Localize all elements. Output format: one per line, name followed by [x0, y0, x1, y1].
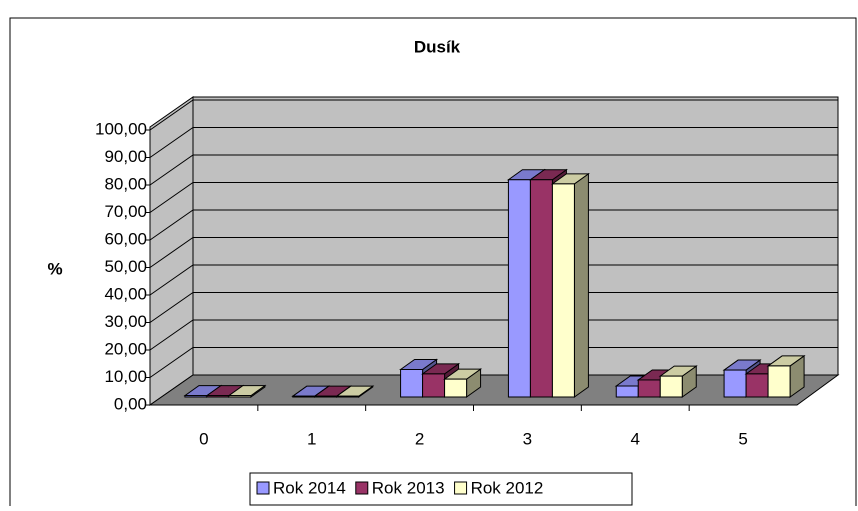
legend-swatch [355, 481, 369, 495]
grid-line [149, 347, 838, 378]
y-axis-label: % [47, 259, 62, 278]
x-tick-label: 2 [415, 429, 424, 448]
legend-swatch [256, 481, 270, 495]
bar [227, 384, 267, 398]
bar-front [292, 395, 316, 398]
legend-label: Rok 2013 [372, 478, 445, 497]
x-tick-label: 3 [523, 429, 532, 448]
bar-front [314, 395, 338, 398]
x-tick-label: 5 [738, 429, 747, 448]
y-tick-label: 60,00 [104, 229, 147, 248]
bar-front [529, 179, 553, 398]
bar-front [637, 379, 661, 398]
bar-side [573, 172, 589, 398]
bar-front [767, 365, 791, 398]
bar-front [615, 385, 639, 398]
bar [658, 365, 698, 398]
y-tick-label: 10,00 [104, 367, 147, 386]
grid-line [149, 99, 838, 131]
grid-line [149, 127, 838, 158]
y-tick-label: 20,00 [104, 339, 147, 358]
bar [335, 385, 375, 398]
bar-front [745, 373, 769, 398]
bar-front [659, 375, 683, 398]
grid-line [149, 319, 838, 351]
bar-front [228, 395, 252, 398]
y-tick-label: 70,00 [104, 202, 147, 221]
x-tick-label: 4 [631, 429, 640, 448]
side-wall [149, 96, 194, 406]
x-tick-label: 0 [199, 429, 208, 448]
bar-front [206, 395, 230, 398]
bar-front [507, 179, 531, 398]
legend-box [249, 472, 633, 506]
bar-front [336, 395, 360, 398]
bar [766, 354, 806, 398]
bar [550, 172, 590, 398]
bar-front [444, 378, 468, 398]
grid-line [149, 292, 838, 323]
legend-label: Rok 2014 [273, 478, 346, 497]
chart-title: Dusík [414, 37, 461, 56]
y-tick-label: 80,00 [104, 174, 147, 193]
grid-line [149, 182, 838, 213]
y-tick-label: 0,00 [114, 394, 147, 413]
y-tick-label: 50,00 [104, 257, 147, 276]
bar-front [723, 369, 747, 398]
bar [443, 368, 483, 398]
grid-line [149, 264, 838, 296]
bar-front [184, 395, 208, 398]
grid-line [149, 237, 838, 268]
grid-line [149, 209, 838, 241]
y-tick-label: 30,00 [104, 312, 147, 331]
y-tick-label: 100,00 [95, 119, 147, 138]
grid-line [149, 154, 838, 186]
y-tick-label: 40,00 [104, 284, 147, 303]
legend: Rok 2014 Rok 2013 Rok 2012 [249, 472, 633, 506]
bar-front [551, 183, 575, 398]
y-tick-label: 90,00 [104, 147, 147, 166]
x-tick-label: 1 [307, 429, 316, 448]
legend-label: Rok 2012 [471, 478, 544, 497]
legend-swatch [454, 481, 468, 495]
bar-front [422, 373, 446, 398]
bar-front [400, 369, 424, 398]
